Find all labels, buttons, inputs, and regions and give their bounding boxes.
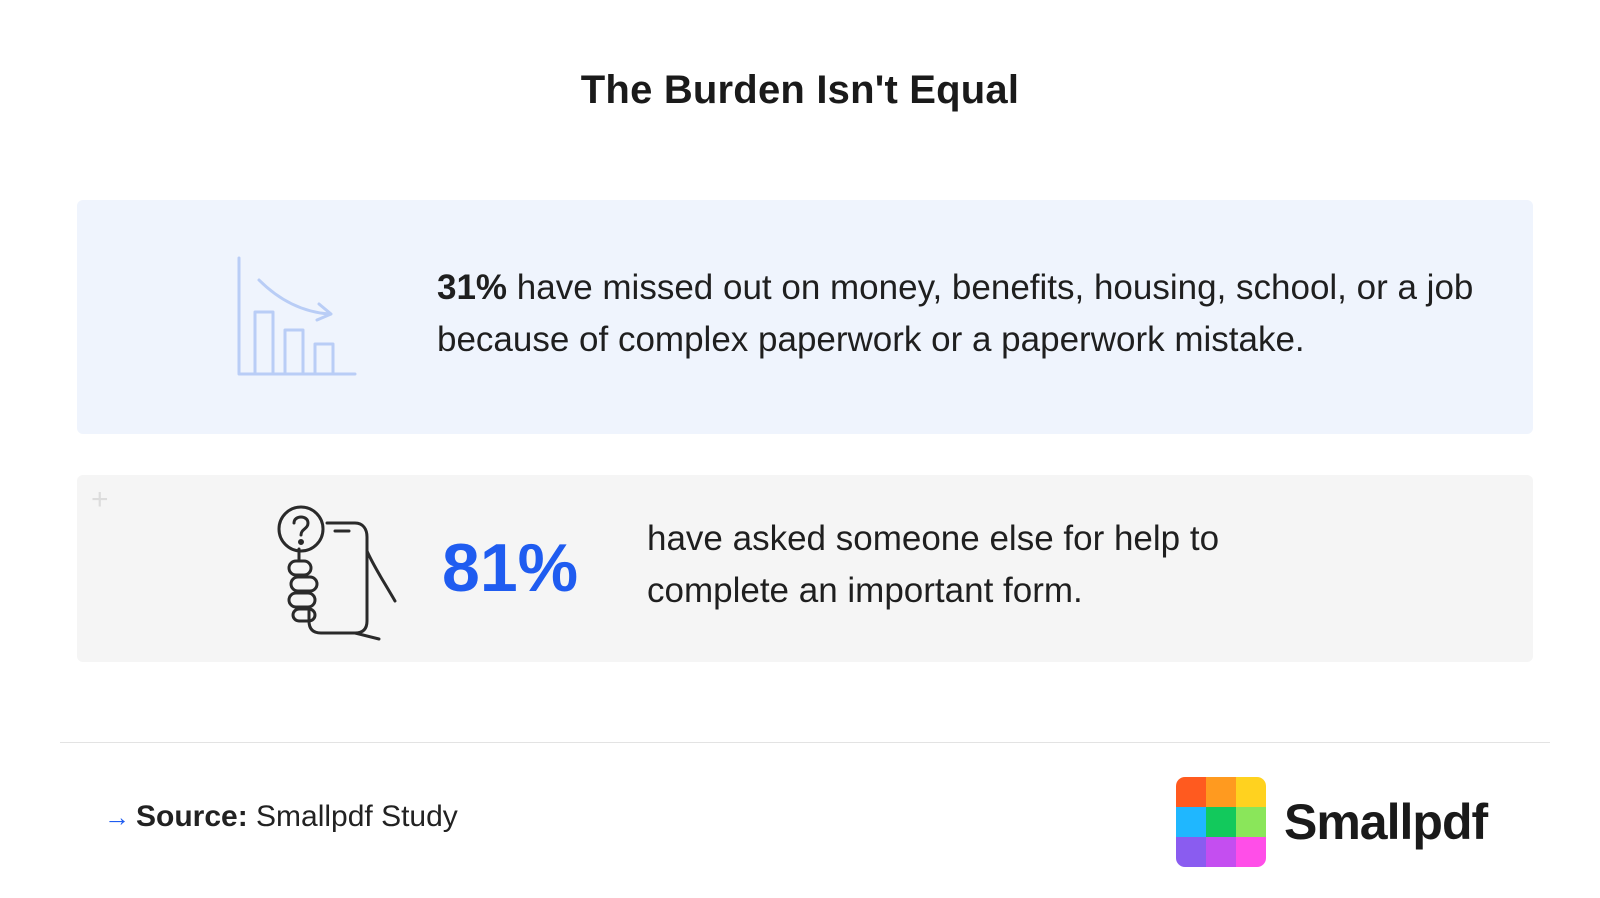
logo-cell	[1206, 807, 1236, 837]
page-title: The Burden Isn't Equal	[580, 68, 1020, 112]
source-value: Smallpdf Study	[247, 800, 458, 833]
logo-cell	[1206, 777, 1236, 807]
logo-cell	[1236, 807, 1266, 837]
stat-card-asked-help: + 81% have asked someone else for help t…	[77, 475, 1533, 662]
stat-value: 31%	[437, 268, 508, 307]
declining-bar-chart-icon	[237, 256, 367, 384]
stat-description: have asked someone else for help to comp…	[647, 519, 1220, 610]
logo-cell	[1236, 837, 1266, 867]
smallpdf-logo: Smallpdf	[1176, 777, 1488, 867]
logo-cell	[1176, 807, 1206, 837]
plus-icon: +	[91, 483, 109, 516]
stat-text: have missed out on money, benefits, hous…	[437, 268, 1474, 359]
logo-cell	[1176, 777, 1206, 807]
brand-name: Smallpdf	[1284, 794, 1488, 850]
logo-cell	[1206, 837, 1236, 867]
source-label: Source:	[136, 800, 248, 833]
footer-divider	[60, 742, 1550, 743]
smallpdf-logo-mark	[1176, 777, 1266, 867]
arrow-right-icon: →	[104, 802, 130, 832]
stat-card-missed-out: 31% have missed out on money, benefits, …	[77, 200, 1533, 434]
logo-cell	[1236, 777, 1266, 807]
logo-cell	[1176, 837, 1206, 867]
stat-value: 81%	[442, 530, 579, 606]
stat-description: 31% have missed out on money, benefits, …	[437, 262, 1477, 366]
phone-question-icon	[277, 503, 417, 643]
source-citation: → Source: Smallpdf Study	[104, 800, 458, 834]
